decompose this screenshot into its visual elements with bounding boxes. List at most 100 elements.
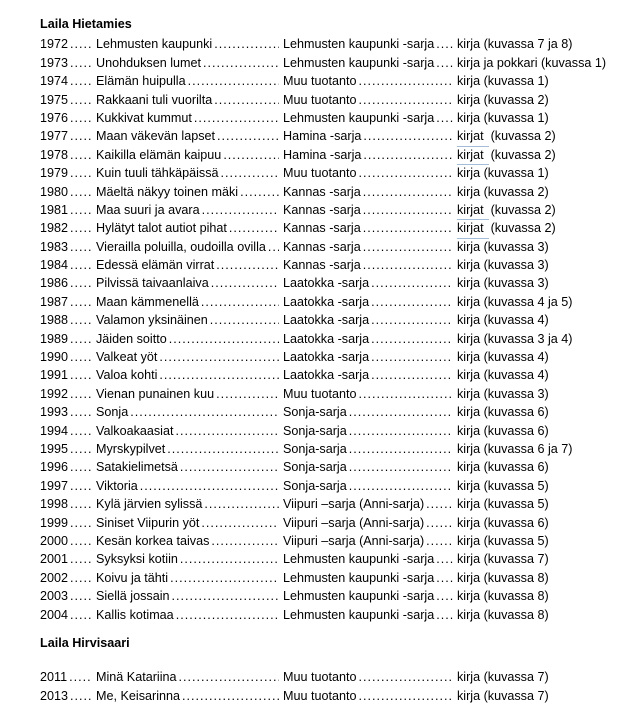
year-cell: 1991 [40,366,96,384]
note-cell: kirja (kuvassa 3) [457,385,628,403]
book-series: Sonja-sarja [283,460,347,475]
year-cell: 2004 [40,606,96,624]
book-row: 2011 Minä Katariina Muu tuotanto kirja (… [40,668,628,686]
dot-leader [130,403,279,421]
book-title: Lehmusten kaupunki [96,37,213,52]
dot-leader [70,91,92,109]
note-cell: kirja (kuvassa 7) [457,550,628,568]
note-cell: kirja (kuvassa 2) [457,183,628,201]
book-row: 1986 Pilvissä taivaanlaiva Laatokka -sar… [40,274,628,292]
title-cell: Kuin tuuli tähkäpäissä [96,164,283,182]
dot-leader [70,274,92,292]
dot-leader [70,687,92,705]
book-row: 1980 Mäeltä näkyy toinen mäki Kannas -sa… [40,183,628,201]
dot-leader [426,514,453,532]
title-cell: Kaikilla elämän kaipuu [96,146,283,164]
series-cell: Kannas -sarja [283,201,457,219]
note-cell: kirjat (kuvassa 2) [457,127,628,147]
book-title: Kuin tuuli tähkäpäissä [96,166,219,181]
book-year: 1999 [40,515,69,530]
book-year: 1974 [40,74,69,89]
series-cell: Muu tuotanto [283,164,457,182]
dot-leader [70,54,92,72]
year-cell: 2002 [40,569,96,587]
book-year: 2013 [40,688,69,703]
dot-leader [363,183,453,201]
year-cell: 1997 [40,477,96,495]
series-cell: Viipuri –sarja (Anni-sarja) [283,532,457,550]
series-cell: Muu tuotanto [283,91,457,109]
dot-leader [201,293,279,311]
year-cell: 1980 [40,183,96,201]
note-cell: kirja (kuvassa 5) [457,532,628,550]
book-title: Myrskypilvet [96,441,166,456]
dot-leader [359,668,453,686]
dot-leader [175,422,279,440]
dot-leader [70,550,92,568]
series-cell: Kannas -sarja [283,256,457,274]
book-year: 2011 [40,670,68,685]
kirjat-link[interactable]: kirjat [457,127,489,147]
year-cell: 1992 [40,385,96,403]
dot-leader [176,606,279,624]
title-cell: Valamon yksinäinen [96,311,283,329]
dot-leader [70,164,92,182]
dot-leader [371,274,453,292]
dot-leader [167,440,279,458]
title-cell: Kukkivat kummut [96,109,283,127]
book-title: Me, Keisarinna [96,688,180,703]
year-cell: 2001 [40,550,96,568]
dot-leader [70,385,92,403]
dot-leader [426,532,453,550]
book-title: Valoa kohti [96,368,158,383]
note-cell: kirja (kuvassa 6 ja 7) [457,440,628,458]
book-note: kirja (kuvassa 4) [457,350,549,365]
book-note: (kuvassa 2) [490,221,556,236]
book-title: Maan kämmenellä [96,294,199,309]
year-cell: 1987 [40,293,96,311]
book-note: kirja (kuvassa 3 ja 4) [457,331,573,346]
section-heading: Laila Hirvisaari [40,635,130,650]
book-note: (kuvassa 2) [490,129,556,144]
section-heading: Laila Hietamies [40,17,132,31]
title-cell: Minä Katariina [96,668,283,686]
book-note: kirja (kuvassa 6) [457,460,549,475]
book-year: 1998 [40,497,69,512]
year-cell: 1982 [40,219,96,237]
title-cell: Vierailla poluilla, oudoilla ovilla [96,238,283,256]
series-cell: Kannas -sarja [283,183,457,201]
dot-leader [363,219,453,237]
title-cell: Maan kämmenellä [96,293,283,311]
kirjat-link[interactable]: kirjat [457,219,489,239]
book-note: kirja (kuvassa 8) [457,570,549,585]
note-cell: kirja (kuvassa 1) [457,164,628,182]
dot-leader [70,109,92,127]
book-title: Kukkivat kummut [96,110,192,125]
book-title: Jäiden soitto [96,331,167,346]
note-cell: kirja ja pokkari (kuvassa 1) [457,54,628,72]
kirjat-link[interactable]: kirjat [457,201,489,221]
book-series: Laatokka -sarja [283,331,370,346]
dot-leader [359,385,453,403]
dot-leader [216,385,279,403]
note-cell: kirja (kuvassa 1) [457,72,628,90]
kirjat-link[interactable]: kirjat [457,146,489,166]
book-series: Muu tuotanto [283,74,357,89]
dot-leader [371,330,453,348]
book-row: 1972 Lehmusten kaupunki Lehmusten kaupun… [40,35,628,53]
dot-leader [349,477,453,495]
dot-leader [211,532,279,550]
book-series: Kannas -sarja [283,258,361,273]
book-title: Kesän korkea taivas [96,533,210,548]
book-row: 1997 Viktoria Sonja-sarja kirja (kuvassa… [40,477,628,495]
author-section: Laila Hirvisaari 2011 Minä Katariina Muu… [40,634,628,705]
series-cell: Kannas -sarja [283,238,457,256]
dot-leader [214,35,279,53]
book-note: kirja (kuvassa 5) [457,497,549,512]
dot-leader [223,146,279,164]
dot-leader [349,440,453,458]
book-year: 1973 [40,55,69,70]
note-cell: kirja (kuvassa 5) [457,495,628,513]
book-note: kirja (kuvassa 7 ja 8) [457,37,573,52]
